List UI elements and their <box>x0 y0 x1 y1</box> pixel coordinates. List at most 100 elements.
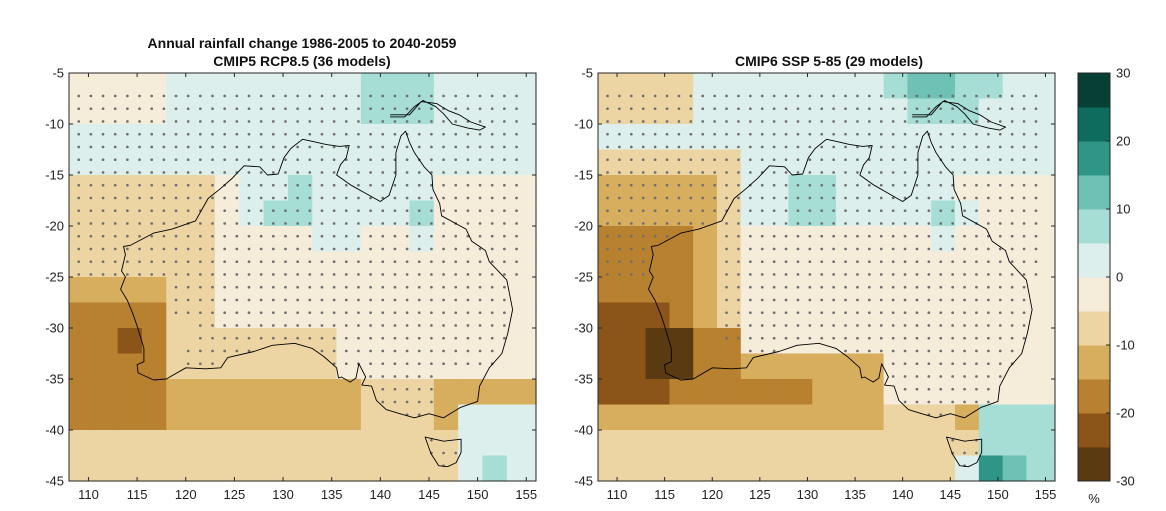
stipple-dot <box>150 94 154 98</box>
stipple-dot <box>606 132 609 136</box>
stipple-dot <box>381 107 385 111</box>
stipple-dot <box>357 171 360 174</box>
stipple-dot <box>820 336 824 340</box>
heatmap-cell <box>931 455 956 482</box>
heatmap-cell <box>287 455 313 482</box>
heatmap-cell <box>907 353 932 380</box>
stipple-dot <box>891 120 895 123</box>
stipple-dot <box>844 247 847 251</box>
heatmap-cell <box>531 404 537 431</box>
stipple-dot <box>247 183 251 187</box>
stipple-dot <box>939 387 943 391</box>
stipple-dot <box>856 298 859 302</box>
heatmap-cell <box>312 175 338 202</box>
stipple-dot <box>891 183 895 187</box>
stipple-dot <box>113 273 117 276</box>
y-tick-label: -10 <box>45 117 64 132</box>
stipple-dot <box>927 196 931 200</box>
stipple-dot <box>454 209 458 213</box>
heatmap-cell <box>117 175 143 202</box>
stipple-dot <box>405 107 409 111</box>
stipple-dot <box>796 336 800 340</box>
heatmap-cell <box>645 328 670 355</box>
stipple-dot <box>1010 285 1014 289</box>
stipple-dot <box>296 311 299 315</box>
stipple-dot <box>927 209 931 213</box>
heatmap-cell <box>859 328 885 355</box>
stipple-dot <box>737 285 740 289</box>
stipple-dot <box>503 171 506 174</box>
heatmap-cell <box>360 73 386 100</box>
stipple-dot <box>138 247 141 251</box>
stipple-dot <box>701 145 705 149</box>
stipple-dot <box>653 158 657 162</box>
heatmap-cell <box>907 302 932 329</box>
heatmap-cell <box>409 379 435 406</box>
stipple-dot <box>478 222 482 225</box>
stipple-dot <box>641 222 645 225</box>
stipple-dot <box>405 311 409 315</box>
stipple-dot <box>689 107 693 111</box>
stipple-dot <box>891 349 895 353</box>
stipple-dot <box>344 298 348 302</box>
stipple-dot <box>320 324 324 327</box>
x-tick-label: 110 <box>607 487 628 502</box>
stipple-dot <box>466 145 470 149</box>
stipple-dot <box>77 196 81 200</box>
heatmap-cell <box>360 430 386 457</box>
heatmap-cell <box>717 124 742 151</box>
stipple-dot <box>725 298 728 302</box>
stipple-dot <box>235 158 239 162</box>
stipple-dot <box>832 158 835 162</box>
stipple-dot <box>454 273 458 276</box>
stipple-dot <box>357 94 360 98</box>
stipple-dot <box>689 196 693 200</box>
stipple-dot <box>344 336 348 340</box>
stipple-dot <box>998 183 1002 187</box>
stipple-dot <box>503 158 506 162</box>
stipple-dot <box>405 158 409 162</box>
stipple-dot <box>259 298 263 302</box>
stipple-dot <box>963 222 966 225</box>
stipple-dot <box>856 336 859 340</box>
stipple-dot <box>832 247 835 251</box>
stipple-dot <box>975 375 978 378</box>
stipple-dot <box>844 196 847 200</box>
stipple-dot <box>963 158 966 162</box>
heatmap-cell <box>263 455 289 482</box>
stipple-dot <box>369 311 372 315</box>
stipple-dot <box>320 336 324 340</box>
stipple-dot <box>915 120 919 123</box>
heatmap-cell <box>1002 73 1028 100</box>
stipple-dot <box>430 94 433 98</box>
stipple-dot <box>344 260 348 264</box>
heatmap-cell <box>360 149 386 176</box>
stipple-dot <box>1010 311 1014 315</box>
stipple-dot <box>748 349 752 353</box>
heatmap-cell <box>598 200 623 227</box>
stipple-dot <box>867 171 871 174</box>
heatmap-cell <box>931 353 956 380</box>
heatmap-cell <box>166 277 192 304</box>
heatmap-cell <box>859 404 885 431</box>
stipple-dot <box>381 158 385 162</box>
heatmap-cell <box>598 175 623 202</box>
stipple-dot <box>629 234 633 238</box>
heatmap-cell <box>287 328 313 355</box>
stipple-dot <box>150 273 154 276</box>
stipple-dot <box>820 311 824 315</box>
stipple-dot <box>113 183 117 187</box>
stipple-dot <box>113 94 117 98</box>
heatmap-cell <box>955 277 980 304</box>
stipple-dot <box>856 247 859 251</box>
stipple-dot <box>430 336 433 340</box>
stipple-dot <box>951 247 955 251</box>
heatmap-cell <box>166 328 192 355</box>
stipple-dot <box>951 349 955 353</box>
heatmap-cell <box>645 226 670 253</box>
stipple-dot <box>77 171 81 174</box>
stipple-dot <box>879 285 883 289</box>
stipple-dot <box>211 324 214 327</box>
colorbar-swatch <box>1078 141 1110 176</box>
heatmap-cell <box>645 251 670 278</box>
